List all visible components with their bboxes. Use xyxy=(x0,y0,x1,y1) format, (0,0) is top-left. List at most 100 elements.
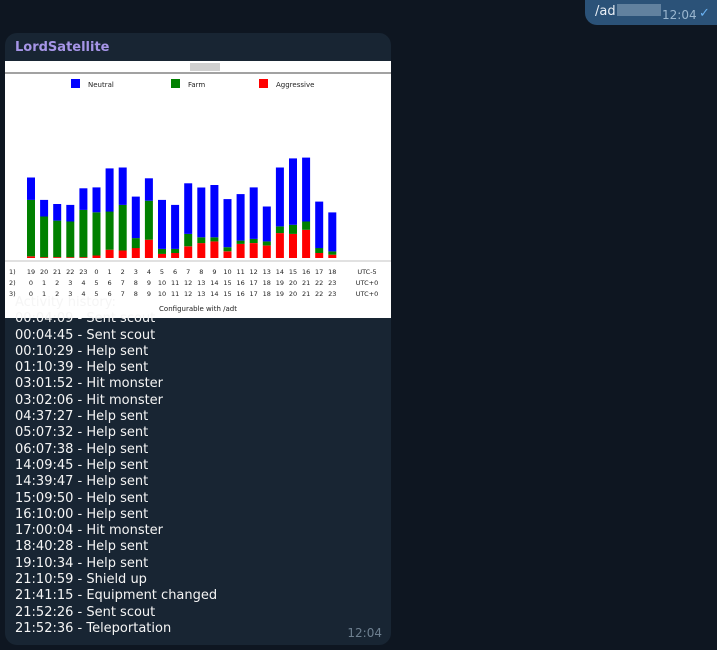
timezone-label: UTC+0 xyxy=(356,279,378,287)
tick-label: 0 xyxy=(29,279,33,287)
tick-label: 13 xyxy=(263,268,271,276)
bar-segment-aggressive xyxy=(210,241,219,258)
timezone-label: UTC+0 xyxy=(356,290,378,298)
timezone-label: UTC-5 xyxy=(357,268,376,276)
tick-label: 17 xyxy=(250,290,258,298)
tick-label: 6 xyxy=(108,279,112,287)
bar-segment-farm xyxy=(144,200,153,240)
bar-segment-farm xyxy=(223,247,232,252)
bar-segment-farm xyxy=(79,209,88,258)
legend-label: Farm xyxy=(188,81,205,89)
tick-label: 20 xyxy=(40,268,48,276)
tick-label: 17 xyxy=(250,279,258,287)
bar-segment-neutral xyxy=(92,187,101,213)
bar-segment-aggressive xyxy=(275,233,284,258)
tick-label: 23 xyxy=(328,290,336,298)
bar-segment-farm xyxy=(315,248,324,253)
tick-label: 0 xyxy=(29,290,33,298)
tick-label: 10 xyxy=(158,290,166,298)
tick-label: 9 xyxy=(147,290,151,298)
tick-label: 7 xyxy=(186,268,190,276)
tick-label: 11 xyxy=(236,268,244,276)
bar-segment-aggressive xyxy=(197,243,206,258)
tick-label: 18 xyxy=(263,279,271,287)
bar-segment-farm xyxy=(197,237,206,244)
bar-segment-farm xyxy=(105,211,114,250)
tick-label: 4 xyxy=(81,290,85,298)
tick-label: 19 xyxy=(276,279,284,287)
bar-segment-farm xyxy=(53,220,62,258)
tick-label: 7 xyxy=(121,279,125,287)
bar-segment-neutral xyxy=(275,167,284,227)
bar-segment-aggressive xyxy=(66,257,75,258)
sender-name[interactable]: LordSatellite xyxy=(15,40,110,55)
bar-segment-aggressive xyxy=(184,246,193,258)
activity-entry: 17:00:04 - Hit monster xyxy=(15,523,164,539)
tick-label: 23 xyxy=(328,279,336,287)
bar-segment-farm xyxy=(262,241,271,246)
bar-segment-aggressive xyxy=(289,233,297,258)
tick-label: 5 xyxy=(94,279,98,287)
bar-segment-aggressive xyxy=(171,253,180,258)
activity-entry: 21:41:15 - Equipment changed xyxy=(15,588,218,604)
tick-label: 21 xyxy=(302,290,310,298)
bar-segment-farm xyxy=(328,251,337,255)
tick-label: 8 xyxy=(134,290,138,298)
bar-segment-farm xyxy=(249,238,258,243)
activity-entry: 15:09:50 - Help sent xyxy=(15,490,149,506)
legend-swatch xyxy=(171,79,180,88)
bar-segment-farm xyxy=(171,248,180,253)
tick-label: 15 xyxy=(223,290,231,298)
bar-segment-neutral xyxy=(40,199,49,217)
bar-segment-aggressive xyxy=(40,257,49,258)
tick-row-prefix: 3) xyxy=(9,290,16,298)
legend-swatch xyxy=(71,79,80,88)
bar-segment-farm xyxy=(158,248,166,254)
bar-segment-aggressive xyxy=(118,250,127,258)
tick-label: 1 xyxy=(42,290,46,298)
bar-segment-aggressive xyxy=(158,253,166,258)
bar-segment-aggressive xyxy=(79,257,88,258)
tick-label: 2 xyxy=(121,268,125,276)
activity-entry: 14:39:47 - Help sent xyxy=(15,474,149,490)
bar-segment-neutral xyxy=(328,212,337,252)
tick-label: 4 xyxy=(147,268,151,276)
bar-segment-neutral xyxy=(262,206,271,242)
bar-segment-neutral xyxy=(144,178,153,201)
bar-segment-aggressive xyxy=(328,254,337,258)
tick-label: 11 xyxy=(171,290,179,298)
activity-title: Activity history: xyxy=(15,295,116,310)
bar-segment-farm xyxy=(184,233,193,247)
tick-label: 7 xyxy=(121,290,125,298)
tick-label: 13 xyxy=(197,290,205,298)
bar-segment-neutral xyxy=(210,185,219,238)
activity-entry: 18:40:28 - Help sent xyxy=(15,539,149,555)
outgoing-message[interactable]: /ad 12:04 ✓ xyxy=(585,0,717,25)
activity-entry: 00:04:09 - Sent scout xyxy=(15,311,156,327)
tick-label: 14 xyxy=(210,290,218,298)
tick-label: 15 xyxy=(289,268,297,276)
tick-label: 16 xyxy=(302,268,310,276)
tick-label: 5 xyxy=(160,268,164,276)
tick-label: 3 xyxy=(134,268,138,276)
bar-segment-farm xyxy=(40,216,49,258)
bar-segment-neutral xyxy=(118,167,127,205)
tick-label: 8 xyxy=(199,268,203,276)
activity-entry: 21:52:36 - Teleportation xyxy=(15,620,172,636)
bar-segment-aggressive xyxy=(105,249,114,258)
tick-label: 16 xyxy=(236,279,244,287)
activity-chart-image[interactable]: Neutral Farm Aggressive 1) 19 20 21 22 23 0 1 2 3 4 5 6… xyxy=(5,61,391,318)
bar-segment-neutral xyxy=(315,201,324,249)
redacted-text xyxy=(617,4,661,16)
tick-label: 6 xyxy=(108,290,112,298)
tick-label: 14 xyxy=(210,279,218,287)
incoming-message[interactable]: LordSatellite Neutral Farm Aggressive 1) 19 2… xyxy=(5,33,391,645)
tick-label: 14 xyxy=(276,268,284,276)
activity-entry: 06:07:38 - Help sent xyxy=(15,441,149,457)
activity-history: Activity history: 00:04:09 - Sent scout 0… xyxy=(15,295,375,637)
activity-entry: 05:07:32 - Help sent xyxy=(15,425,149,441)
bar-segment-neutral xyxy=(236,194,245,241)
activity-entry: 04:37:27 - Help sent xyxy=(15,409,149,425)
bar-segment-aggressive xyxy=(302,229,311,258)
chart-top-marker xyxy=(190,63,220,71)
